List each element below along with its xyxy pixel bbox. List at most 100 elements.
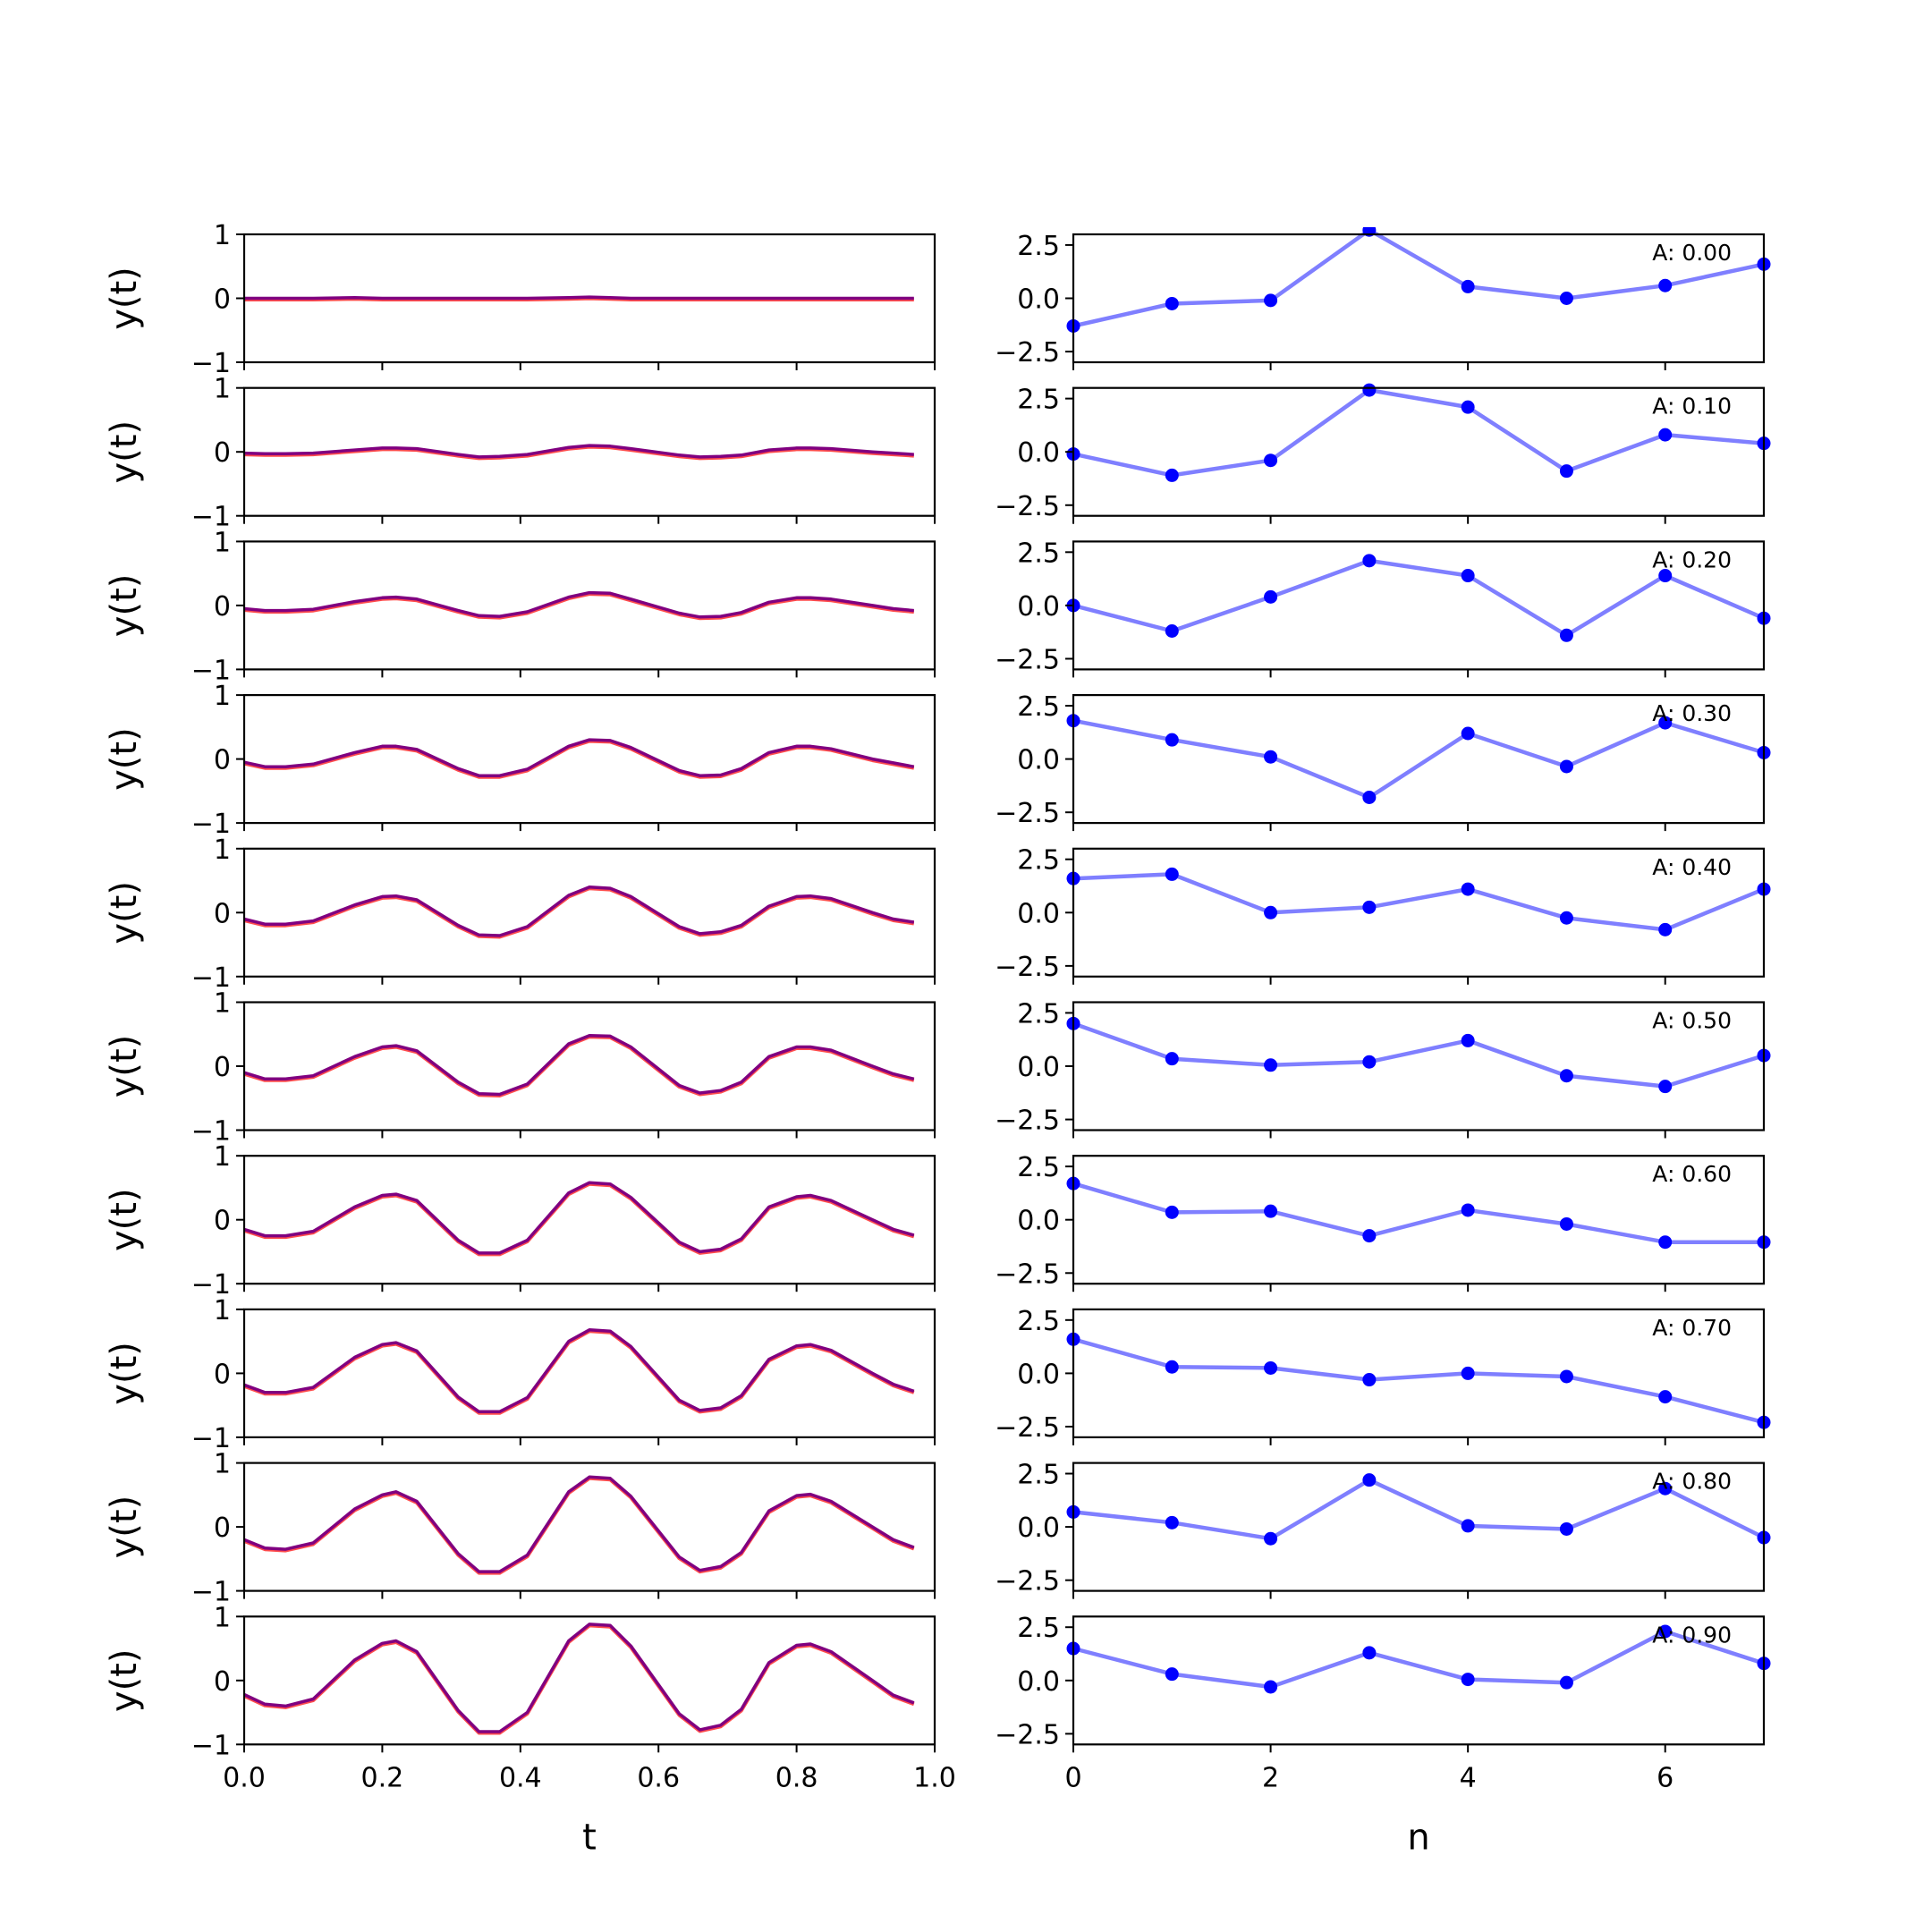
sequence-point xyxy=(1165,624,1179,638)
y-tick-label: 2.5 xyxy=(1017,845,1060,877)
x-tick-label: 0.0 xyxy=(223,1762,266,1793)
sequence-point xyxy=(1165,867,1179,881)
sequence-point xyxy=(1264,1680,1278,1694)
amplitude-annotation: A: 0.70 xyxy=(1652,1315,1732,1341)
left-subplot-1: −1 0 1 y(t) xyxy=(104,374,936,533)
sequence-point xyxy=(1461,279,1475,293)
sequence-point xyxy=(1165,296,1179,310)
sequence-point xyxy=(1559,1216,1573,1231)
y-tick-label: −1 xyxy=(191,962,231,994)
y-tick-label: −2.5 xyxy=(995,1719,1060,1750)
sequence-point xyxy=(1362,383,1377,397)
y-tick-label: 0 xyxy=(214,1359,231,1390)
sequence-point xyxy=(1264,589,1278,604)
y-axis-label: y(t) xyxy=(104,420,145,484)
y-tick-label: −2.5 xyxy=(995,1412,1060,1444)
y-axis-label: y(t) xyxy=(104,1342,145,1405)
y-axis-label: y(t) xyxy=(104,1496,145,1559)
y-tick-label: −1 xyxy=(191,1269,231,1301)
y-tick-label: −1 xyxy=(191,809,231,840)
predicted-signal-line xyxy=(243,738,915,777)
right-subplot-6: 2.5 0.0 −2.5 A: 0.60 xyxy=(995,1152,1771,1292)
y-tick-label: 2.5 xyxy=(1017,231,1060,262)
sequence-point xyxy=(1165,1515,1179,1530)
y-tick-label: 0 xyxy=(214,898,231,929)
left-subplot-8: −1 0 1 y(t) xyxy=(104,1449,936,1608)
y-tick-label: 0.0 xyxy=(1017,1513,1060,1544)
y-tick-label: 0 xyxy=(214,1206,231,1237)
sequence-point xyxy=(1658,278,1673,292)
sequence-point xyxy=(1559,1675,1573,1690)
sequence-line xyxy=(1072,387,1765,478)
amplitude-annotation: A: 0.50 xyxy=(1652,1008,1732,1034)
sequence-line xyxy=(1072,1182,1764,1244)
sequence-point xyxy=(1165,1052,1179,1066)
sequence-point xyxy=(1658,1080,1673,1094)
sequence-line xyxy=(1072,718,1765,800)
sequence-point xyxy=(1559,759,1573,774)
y-tick-label: 2.5 xyxy=(1017,1152,1060,1183)
y-tick-label: −2.5 xyxy=(995,644,1060,675)
sequence-point xyxy=(1559,1369,1573,1384)
y-tick-label: 1 xyxy=(214,835,231,866)
amplitude-annotation: A: 0.90 xyxy=(1652,1622,1732,1648)
sequence-point xyxy=(1461,1203,1475,1217)
y-axis-label: y(t) xyxy=(104,1649,145,1713)
amplitude-annotation: A: 0.60 xyxy=(1652,1161,1732,1187)
predicted-signal-line xyxy=(243,1623,915,1733)
y-tick-label: 1 xyxy=(214,374,231,405)
left-subplot-6: −1 0 1 y(t) xyxy=(104,1141,936,1301)
y-tick-label: −2.5 xyxy=(995,1258,1060,1290)
sequence-point xyxy=(1461,726,1475,741)
y-axis-label: y(t) xyxy=(104,267,145,330)
predicted-signal-line xyxy=(243,590,914,619)
y-tick-label: 1 xyxy=(214,220,231,251)
sequence-point xyxy=(1559,1521,1573,1536)
y-tick-label: 0 xyxy=(214,1513,231,1544)
amplitude-annotation: A: 0.10 xyxy=(1652,394,1732,419)
sequence-point xyxy=(1264,1204,1278,1218)
y-tick-label: 2.5 xyxy=(1017,538,1060,569)
y-tick-label: −1 xyxy=(191,655,231,686)
x-tick-label: 4 xyxy=(1460,1762,1477,1793)
predicted-signal-line xyxy=(243,444,914,459)
y-tick-label: 0 xyxy=(214,591,231,623)
x-tick-label: 0.4 xyxy=(499,1762,542,1793)
sequence-point xyxy=(1264,293,1278,308)
x-axis-label: n xyxy=(1407,1817,1429,1858)
sequence-point xyxy=(1362,1229,1377,1243)
sequence-point xyxy=(1658,1390,1673,1404)
sequence-point xyxy=(1165,1205,1179,1219)
y-axis-label: y(t) xyxy=(104,881,145,945)
sequence-series xyxy=(1066,1624,1771,1694)
predicted-signal-line xyxy=(243,1475,915,1573)
sequence-point xyxy=(1658,569,1673,583)
left-subplot-5: −1 0 1 y(t) xyxy=(104,988,936,1148)
sequence-series xyxy=(1066,227,1771,333)
sequence-line xyxy=(1072,227,1765,328)
y-tick-label: 1 xyxy=(214,527,231,558)
right-subplot-1: 2.5 0.0 −2.5 A: 0.10 xyxy=(995,383,1771,524)
y-tick-label: 1 xyxy=(214,681,231,712)
left-subplot-4: −1 0 1 y(t) xyxy=(104,835,936,994)
x-tick-label: 1.0 xyxy=(913,1762,956,1793)
y-tick-label: 2.5 xyxy=(1017,998,1060,1030)
y-tick-label: 2.5 xyxy=(1017,1306,1060,1337)
sequence-line xyxy=(1072,872,1765,932)
left-subplot-7: −1 0 1 y(t) xyxy=(104,1295,936,1454)
y-tick-label: −2.5 xyxy=(995,491,1060,522)
sequence-point xyxy=(1362,1373,1377,1387)
y-tick-label: 0.0 xyxy=(1017,1359,1060,1390)
y-tick-label: 1 xyxy=(214,988,231,1020)
right-subplot-7: 2.5 0.0 −2.5 A: 0.70 xyxy=(995,1306,1771,1445)
amplitude-annotation: A: 0.80 xyxy=(1652,1469,1732,1495)
y-tick-label: 0 xyxy=(214,1052,231,1083)
y-tick-label: 1 xyxy=(214,1141,231,1173)
amplitude-annotation: A: 0.20 xyxy=(1652,547,1732,572)
y-axis-label: y(t) xyxy=(104,1035,145,1098)
sequence-point xyxy=(1264,1531,1278,1546)
x-axis-label: t xyxy=(582,1817,597,1858)
sequence-line xyxy=(1072,1478,1766,1541)
y-tick-label: 0.0 xyxy=(1017,284,1060,316)
